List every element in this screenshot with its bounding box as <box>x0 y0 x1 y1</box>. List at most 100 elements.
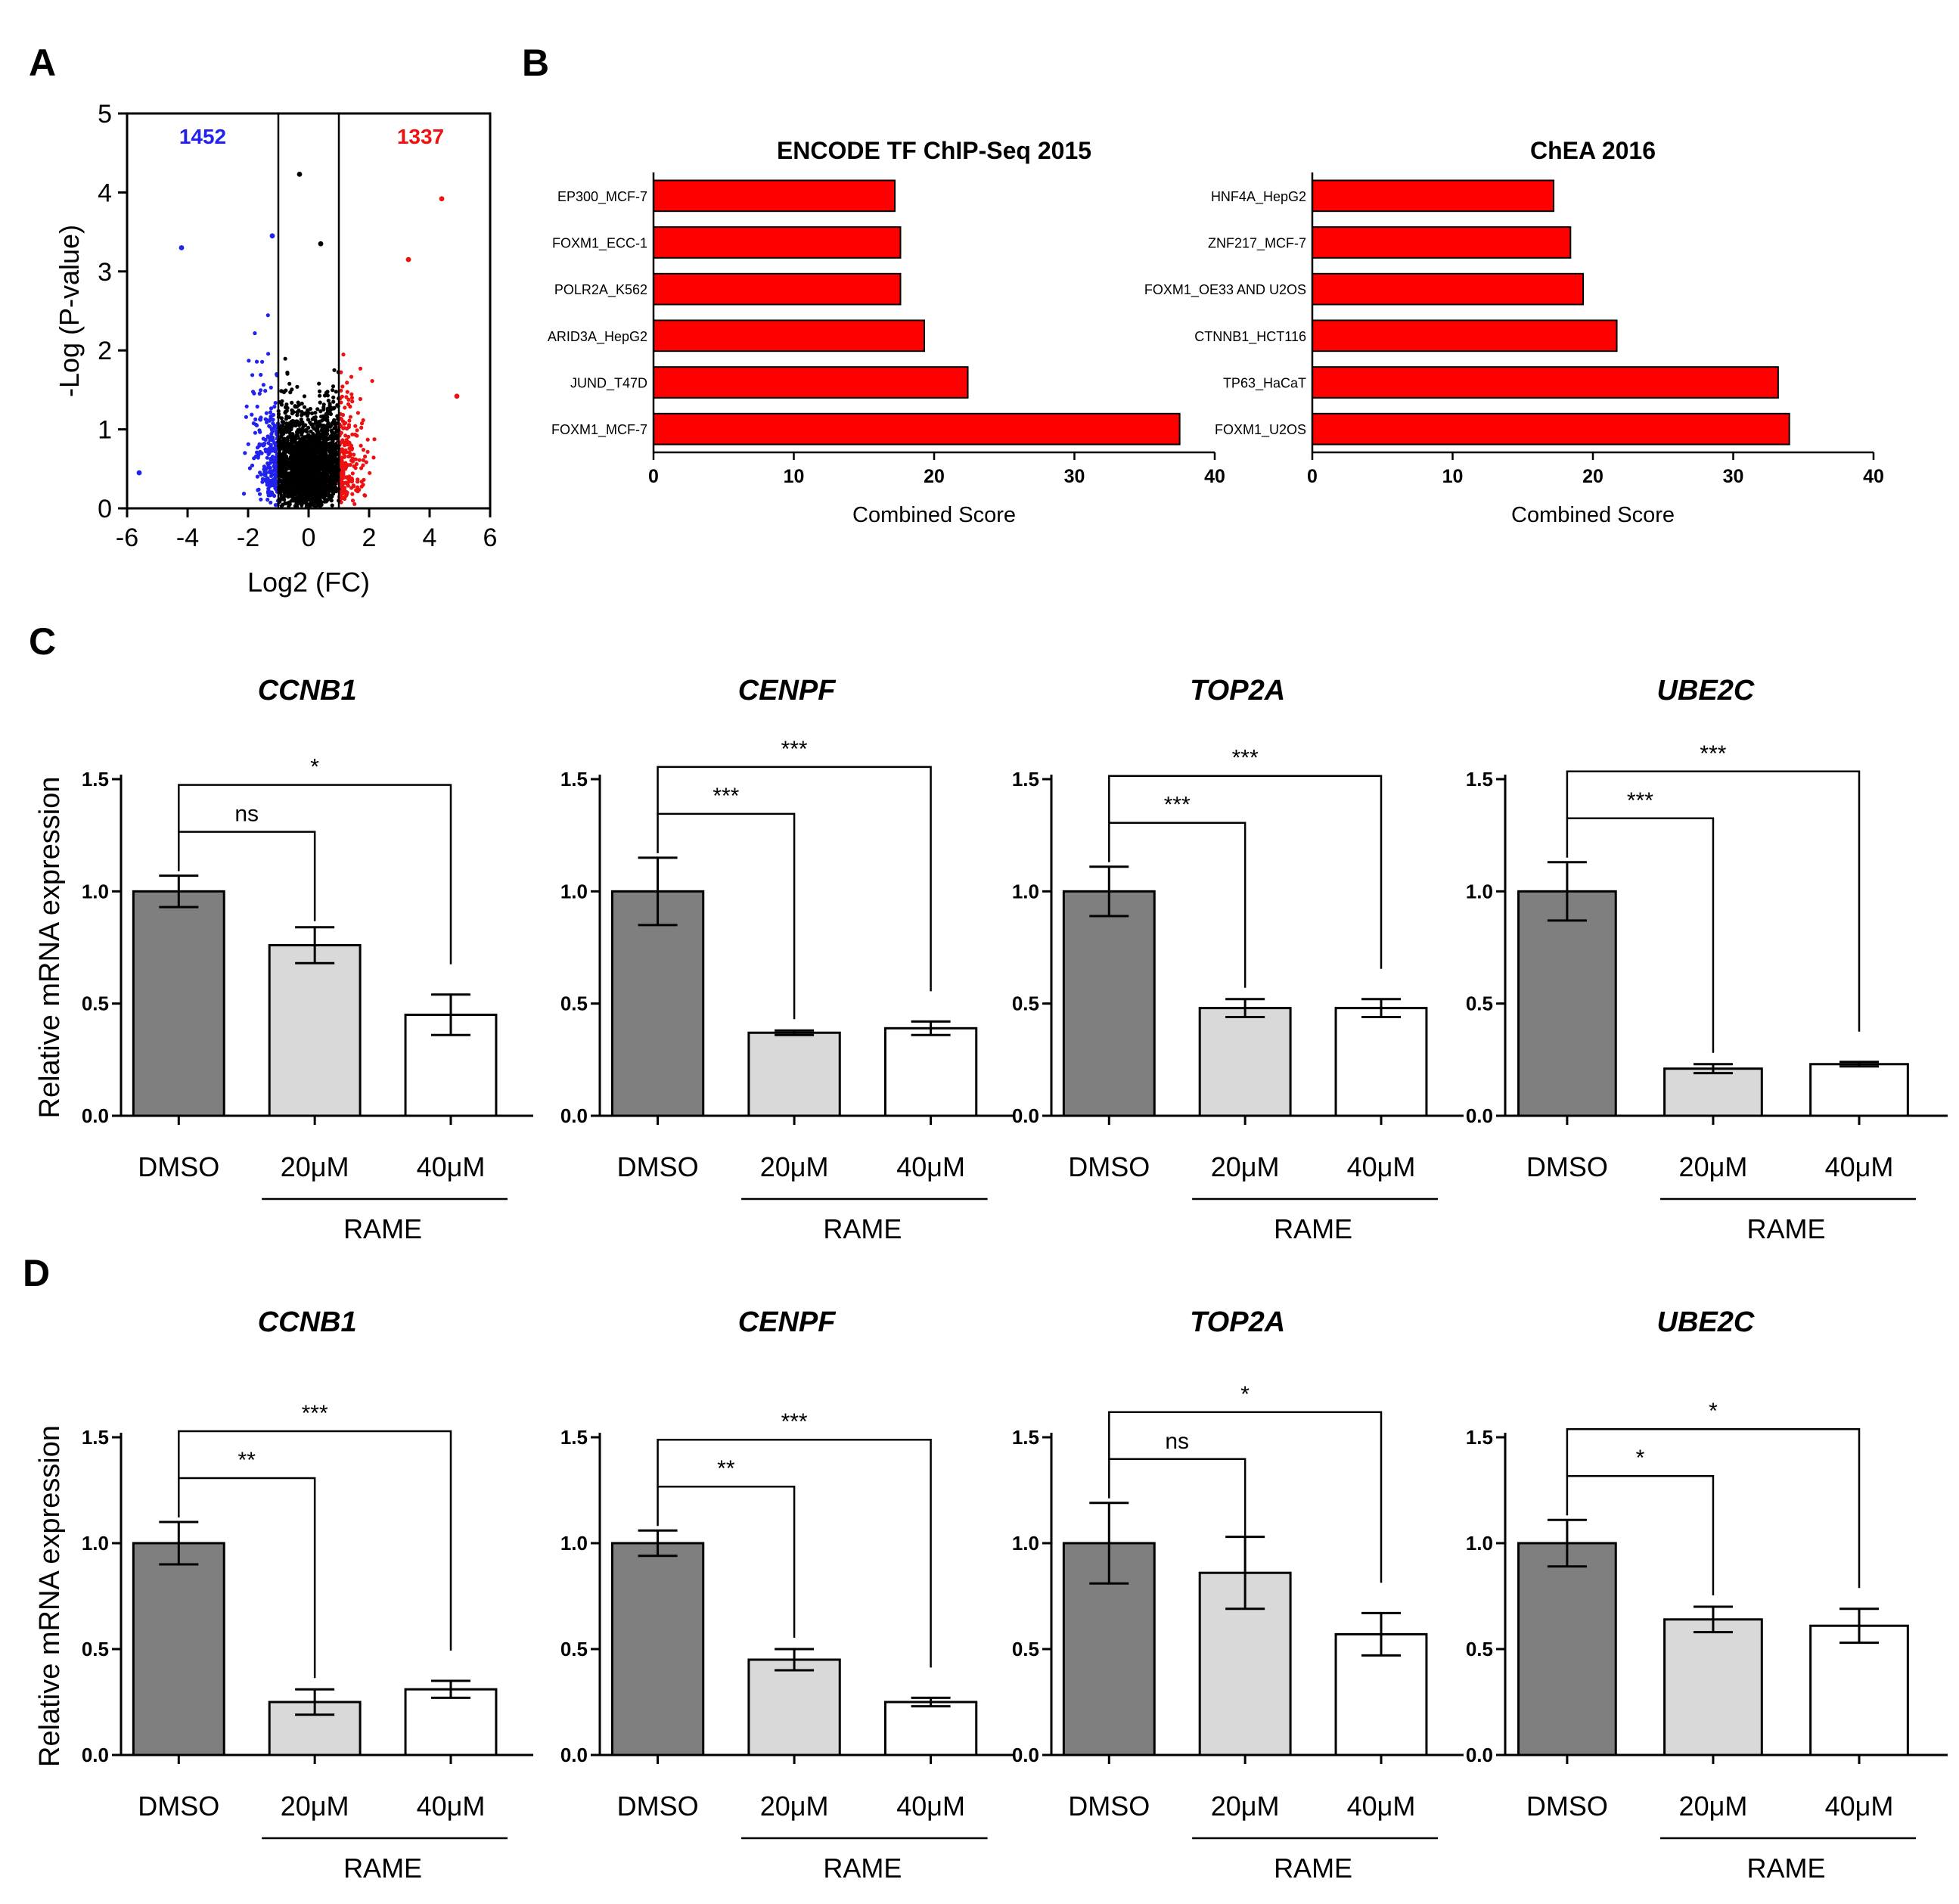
volcano-point <box>329 467 334 471</box>
volcano-point <box>359 443 363 448</box>
c_top2a-chart: TOP2A DMSO 20μM 40μM 0.0 0.5 1.0 1.5 RAME *** *** <box>1012 675 1464 1244</box>
volcano-point <box>350 459 355 464</box>
volcano-point <box>357 458 362 462</box>
d_ube2c-sig-bracket <box>1566 1427 1861 1589</box>
volcano-point <box>361 458 365 462</box>
volcano-point <box>300 421 304 425</box>
volcano-point <box>321 423 326 428</box>
volcano-point <box>274 429 278 433</box>
encode-category-label: ARID3A_HepG2 <box>548 329 647 345</box>
volcano-point <box>250 373 255 377</box>
volcano-point <box>280 420 284 424</box>
volcano-point <box>346 397 351 402</box>
volcano-point <box>340 474 344 478</box>
volcano-point <box>306 496 310 502</box>
d_cenpf-y-tick-label: 1.0 <box>560 1532 588 1555</box>
volcano-point <box>302 462 306 467</box>
volcano-point <box>329 405 334 410</box>
volcano-point <box>302 394 307 399</box>
volcano-point <box>324 457 329 461</box>
volcano-point <box>247 466 252 471</box>
volcano-point <box>325 467 330 471</box>
volcano-point <box>340 447 344 452</box>
volcano-point <box>328 412 333 417</box>
d_ccnb1-y-tick-label: 0.0 <box>82 1744 109 1766</box>
c_ube2c-title: UBE2C <box>1657 675 1755 707</box>
c_cenpf-group-label: RAME <box>823 1213 902 1244</box>
volcano-point <box>291 440 296 444</box>
volcano-point <box>350 432 355 436</box>
chea-chart: ChEA 2016 HNF4A_HepG2 ZNF217_MCF-7 FOXM1_OE… <box>1144 137 1884 527</box>
volcano-x-tick-label: 6 <box>483 523 498 552</box>
d_ccnb1-x-tick-label: 40μM <box>417 1791 486 1822</box>
d_ccnb1-title: CCNB1 <box>258 1306 357 1338</box>
volcano-point <box>280 497 284 502</box>
volcano-point <box>361 418 365 423</box>
d_top2a-x-tick-label: 20μM <box>1211 1791 1280 1822</box>
volcano-point <box>260 477 265 481</box>
volcano-point <box>304 439 309 443</box>
volcano-point <box>309 442 314 447</box>
volcano-point <box>345 380 349 385</box>
volcano-point <box>265 465 271 470</box>
volcano-point <box>269 500 273 505</box>
volcano-y-label: -Log (P-value) <box>54 225 85 397</box>
encode-category-label: FOXM1_ECC-1 <box>552 236 647 252</box>
d_ccnb1-sig-bracket <box>178 1430 452 1651</box>
volcano-point <box>331 421 335 425</box>
c_cenpf-y-tick-label: 0.0 <box>560 1104 588 1127</box>
d_top2a-sig-bracket <box>1108 1411 1383 1583</box>
volcano-x-tick-label: 2 <box>362 523 377 552</box>
c_top2a-sig-label: *** <box>1164 793 1191 818</box>
encode-category-label: POLR2A_K562 <box>554 282 647 298</box>
chea-x-tick-label: 30 <box>1723 466 1744 487</box>
d_ube2c-sig-label: * <box>1636 1446 1645 1471</box>
c_ccnb1-bar <box>268 944 362 1117</box>
volcano-point <box>329 499 334 503</box>
c_ccnb1-sig-bracket <box>178 784 452 964</box>
volcano-point <box>325 442 330 447</box>
d_cenpf-bar <box>883 1701 978 1756</box>
volcano-point <box>310 497 315 502</box>
volcano-point <box>357 487 362 492</box>
volcano-point <box>355 428 359 433</box>
volcano-point <box>310 451 315 455</box>
volcano-point <box>299 417 303 422</box>
volcano-point <box>334 460 339 464</box>
volcano-point <box>259 415 263 420</box>
volcano-point <box>269 385 273 390</box>
volcano-point <box>317 458 321 462</box>
volcano-point <box>347 446 352 451</box>
volcano-point <box>315 407 320 412</box>
d_ccnb1-y-label: Relative mRNA expression <box>34 1425 66 1767</box>
volcano-point <box>325 498 331 502</box>
volcano-point <box>315 433 320 438</box>
volcano-point <box>370 379 374 384</box>
chea-bar <box>1312 319 1618 353</box>
volcano-point <box>287 447 292 452</box>
volcano-point <box>316 483 321 488</box>
d_ccnb1-x-tick-label: 20μM <box>281 1791 349 1822</box>
volcano-point <box>346 434 351 440</box>
c_ube2c-bar <box>1517 890 1617 1117</box>
d_ube2c-y-tick-label: 1.0 <box>1466 1532 1493 1555</box>
volcano-point <box>321 407 326 412</box>
volcano-point <box>316 502 321 506</box>
volcano-point <box>260 480 265 484</box>
c_top2a-y-tick-label: 1.5 <box>1012 768 1039 790</box>
volcano-point <box>316 495 321 500</box>
volcano-point <box>312 426 316 431</box>
volcano-point <box>323 448 328 452</box>
c_ccnb1-x-tick-label: DMSO <box>138 1151 219 1182</box>
volcano-point <box>340 467 345 472</box>
volcano-point <box>259 372 263 377</box>
volcano-point <box>321 402 326 407</box>
volcano-point <box>297 473 302 477</box>
volcano-y-tick-label: 3 <box>98 258 112 287</box>
volcano-point <box>272 460 277 465</box>
volcano-point <box>344 462 349 467</box>
volcano-point <box>263 437 268 443</box>
chea-category-label: CTNNB1_HCT116 <box>1194 329 1306 345</box>
volcano-point <box>332 446 337 451</box>
panel-letter-a: A <box>29 42 56 84</box>
